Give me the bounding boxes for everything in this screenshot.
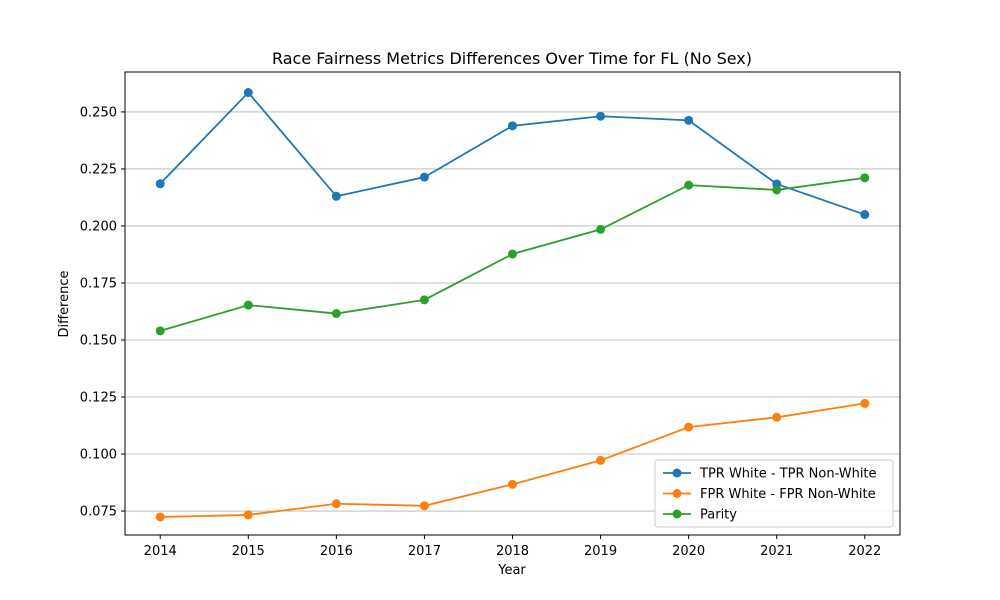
data-point: [155, 512, 165, 522]
x-tick-label: 2017: [408, 544, 441, 559]
x-tick-label: 2015: [232, 544, 265, 559]
y-tick-label: 0.075: [80, 505, 117, 520]
y-tick-label: 0.175: [80, 276, 117, 291]
legend-box: [654, 459, 894, 528]
legend-swatch-marker: [672, 468, 682, 478]
data-point: [596, 111, 606, 121]
data-point: [331, 309, 341, 319]
x-tick-label: 2014: [144, 544, 177, 559]
series-2: [155, 173, 870, 336]
data-point: [684, 180, 694, 190]
data-point: [860, 173, 870, 183]
y-axis-title: Difference: [57, 270, 72, 337]
data-point: [331, 499, 341, 509]
legend-label: Parity: [700, 508, 737, 523]
series-0: [155, 88, 870, 220]
data-point: [243, 300, 253, 310]
x-tick-label: 2020: [672, 544, 705, 559]
data-point: [419, 172, 429, 182]
x-axis-title: Year: [497, 563, 526, 578]
y-axis-ticks: 0.075 0.100 0.125 0.150 0.175 0.200 0.225 0.250: [80, 105, 125, 520]
y-tick-label: 0.125: [80, 391, 117, 406]
data-point: [243, 88, 253, 98]
data-point: [419, 295, 429, 305]
y-tick-label: 0.225: [80, 162, 117, 177]
data-point: [596, 455, 606, 465]
chart-title: Race Fairness Metrics Differences Over T…: [272, 49, 752, 68]
series-line: [159, 91, 866, 216]
series-layer: [155, 88, 870, 522]
y-tick-label: 0.100: [80, 448, 117, 463]
data-point: [243, 510, 253, 520]
x-tick-label: 2022: [848, 544, 881, 559]
y-tick-label: 0.250: [80, 105, 117, 120]
x-tick-label: 2018: [496, 544, 529, 559]
data-point: [860, 210, 870, 220]
legend: TPR White - TPR Non-White FPR White - FPR…: [654, 459, 894, 528]
series-1: [155, 398, 870, 522]
data-point: [772, 412, 782, 422]
y-tick-label: 0.150: [80, 333, 117, 348]
data-point: [155, 326, 165, 336]
data-point: [684, 422, 694, 432]
data-point: [772, 185, 782, 195]
data-point: [508, 479, 517, 489]
x-axis-ticks: 2014 2015 2016 2017 2018 2019 2020 2021 2022: [144, 535, 881, 559]
data-point: [684, 115, 694, 125]
data-point: [508, 121, 517, 131]
data-point: [508, 249, 517, 259]
legend-label: TPR White - TPR Non-White: [699, 467, 877, 482]
data-point: [596, 224, 606, 234]
y-tick-label: 0.200: [80, 219, 117, 234]
legend-swatch-marker: [672, 509, 682, 519]
legend-label: FPR White - FPR Non-White: [700, 487, 876, 502]
data-point: [331, 191, 341, 201]
x-tick-label: 2019: [584, 544, 617, 559]
legend-item: FPR White - FPR Non-White: [663, 487, 876, 502]
gridlines: [125, 111, 900, 512]
x-tick-label: 2021: [760, 544, 793, 559]
legend-swatch-marker: [672, 489, 682, 498]
legend-item: TPR White - TPR Non-White: [663, 467, 877, 482]
legend-item: Parity: [663, 508, 737, 523]
data-point: [419, 501, 429, 511]
data-point: [860, 398, 870, 408]
x-tick-label: 2016: [320, 544, 353, 559]
data-point: [155, 179, 165, 189]
